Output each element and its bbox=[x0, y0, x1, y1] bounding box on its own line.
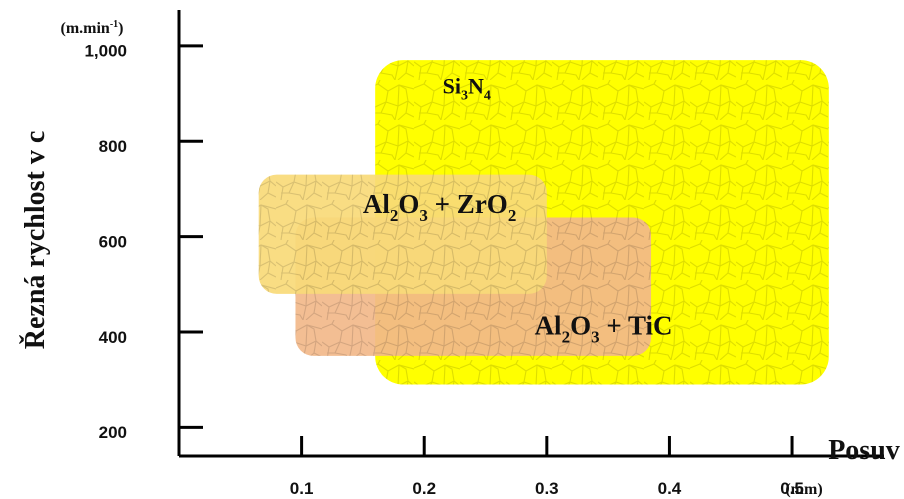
x-tick-label: 0.1 bbox=[290, 479, 314, 498]
x-tick-label: 0.4 bbox=[658, 479, 682, 498]
x-tick-label: 0.5 bbox=[780, 479, 804, 498]
x-axis-unit: (mm) bbox=[785, 481, 822, 498]
region-label: Si3N4 bbox=[443, 74, 491, 104]
x-tick-label: 0.2 bbox=[412, 479, 436, 498]
y-tick-label: 1,000 bbox=[84, 42, 127, 61]
y-axis-title: Řezná rychlost v c bbox=[20, 131, 51, 350]
y-axis-unit: (m.min-1) bbox=[61, 19, 124, 37]
y-tick-label: 800 bbox=[99, 137, 127, 156]
axes-layer bbox=[177, 10, 884, 458]
y-tick-label: 600 bbox=[99, 232, 127, 251]
region-2: Al2O3 + ZrO2 bbox=[258, 174, 547, 294]
x-tick-label: 0.3 bbox=[535, 479, 559, 498]
regions-layer: Si3N4 Al2O3 + TiC Al2O3 + ZrO2 bbox=[258, 60, 829, 385]
region-texture bbox=[258, 174, 547, 294]
labels-layer: 200 400 600 800 1,000 0.1 0.2 0.3 0.4 0.5 Posuv (mm… bbox=[20, 19, 900, 498]
region-label: Al2O3 + TiC bbox=[535, 310, 673, 346]
y-tick-label: 200 bbox=[99, 423, 127, 442]
x-axis-title: Posuv bbox=[828, 435, 900, 466]
y-tick-label: 400 bbox=[99, 328, 127, 347]
region-label: Al2O3 + ZrO2 bbox=[363, 189, 516, 225]
